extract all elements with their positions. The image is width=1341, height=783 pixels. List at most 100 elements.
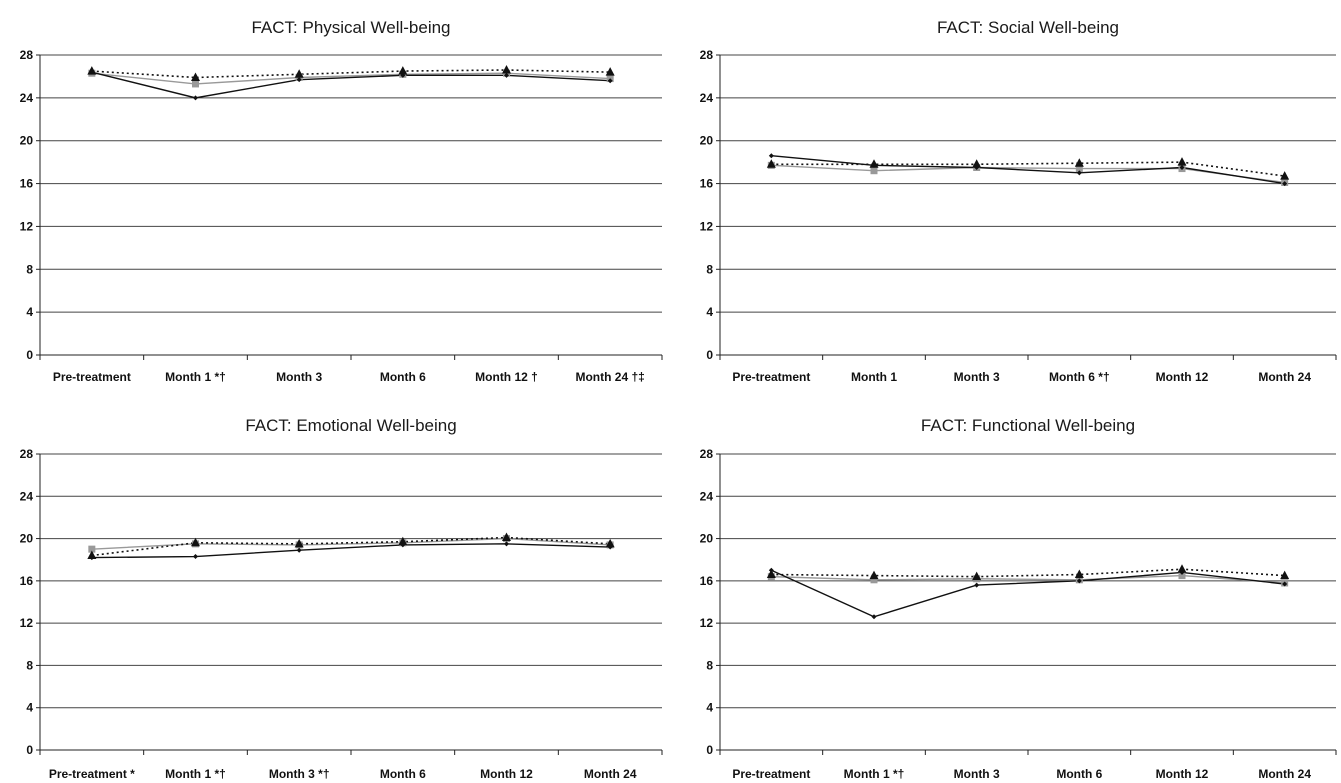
x-tick-label: Month 24 xyxy=(1258,370,1311,384)
data-point-triangle xyxy=(398,66,408,75)
y-tick-label: 28 xyxy=(700,447,714,461)
data-point-triangle xyxy=(398,536,408,546)
data-point-triangle xyxy=(605,538,615,548)
chart-title: FACT: Social Well-being xyxy=(937,18,1119,37)
data-point-triangle xyxy=(502,65,511,74)
data-point-diamond xyxy=(1076,170,1082,176)
x-tick-label: Month 6 *† xyxy=(1049,370,1110,384)
y-tick-label: 8 xyxy=(706,262,713,276)
data-point-triangle xyxy=(502,532,511,542)
series-line-square xyxy=(91,72,611,85)
series-line-square xyxy=(771,574,1285,584)
y-tick-label: 8 xyxy=(26,658,33,672)
y-tick-label: 12 xyxy=(20,616,34,630)
series-line-triangle xyxy=(91,69,611,79)
y-tick-label: 16 xyxy=(20,574,34,588)
x-tick-label: Month 12 xyxy=(1156,767,1209,781)
x-tick-label: Pre-treatment xyxy=(732,370,810,384)
y-tick-label: 24 xyxy=(700,91,714,105)
data-point-square xyxy=(192,80,199,88)
y-tick-label: 28 xyxy=(20,447,34,461)
y-tick-label: 4 xyxy=(26,305,33,319)
chart-panel-emotional: FACT: Emotional Well-being 0 4 8 12 16 20 24 28 P… xyxy=(0,392,670,783)
data-point-triangle xyxy=(1074,569,1084,579)
data-point-square xyxy=(1075,165,1083,173)
data-point-diamond xyxy=(296,547,302,553)
x-tick-label: Month 6 xyxy=(1056,767,1102,781)
data-point-triangle xyxy=(972,159,982,168)
data-point-square xyxy=(1178,572,1186,580)
y-tick-label: 0 xyxy=(26,348,33,362)
chart-functional-well-being: FACT: Functional Well-being 0 4 8 12 16 20 24 28… xyxy=(700,416,1337,781)
data-point-diamond xyxy=(504,541,509,547)
y-tick-label: 24 xyxy=(700,489,714,503)
data-point-triangle xyxy=(294,69,304,78)
chart-title: FACT: Emotional Well-being xyxy=(245,416,456,435)
data-point-triangle xyxy=(87,550,97,559)
data-point-triangle xyxy=(766,569,776,579)
data-point-triangle xyxy=(605,67,615,76)
y-tick-label: 12 xyxy=(20,219,34,233)
data-point-triangle xyxy=(1280,171,1290,180)
y-tick-label: 8 xyxy=(26,262,33,276)
data-point-triangle xyxy=(87,66,97,75)
y-tick-label: 4 xyxy=(706,701,713,715)
x-tick-label: Pre-treatment xyxy=(732,767,810,781)
x-tick-label: Month 3 xyxy=(276,370,322,384)
data-point-diamond xyxy=(1282,581,1288,587)
data-point-diamond xyxy=(504,72,509,78)
data-point-triangle xyxy=(869,570,879,580)
y-tick-label: 20 xyxy=(700,532,714,546)
chart-physical-well-being: FACT: Physical Well-being 0 4 8 12 16 20 24 28 Pr… xyxy=(20,18,663,384)
data-point-triangle xyxy=(1177,564,1187,573)
x-tick-label: Month 1 *† xyxy=(844,767,905,781)
x-tick-label: Month 24 xyxy=(584,767,637,781)
y-tick-label: 28 xyxy=(700,48,714,62)
x-tick-label: Month 6 xyxy=(380,370,426,384)
series-line-triangle xyxy=(771,568,1285,578)
series-line-square xyxy=(91,537,611,550)
y-tick-label: 16 xyxy=(700,177,714,191)
data-point-diamond xyxy=(193,95,198,101)
data-point-triangle xyxy=(972,571,982,581)
data-point-diamond xyxy=(193,554,198,560)
data-point-diamond xyxy=(1282,181,1288,187)
x-tick-label: Month 6 xyxy=(380,767,426,781)
y-tick-label: 12 xyxy=(700,616,714,630)
x-tick-label: Month 24 xyxy=(1258,767,1311,781)
data-point-triangle xyxy=(294,538,304,548)
chart-panel-social: FACT: Social Well-being 0 4 8 12 16 20 24 28 Pre-… xyxy=(670,0,1340,391)
y-tick-label: 8 xyxy=(706,658,713,672)
y-tick-label: 12 xyxy=(700,219,714,233)
y-tick-label: 24 xyxy=(20,91,34,105)
y-tick-label: 16 xyxy=(700,574,714,588)
y-tick-label: 0 xyxy=(706,743,713,757)
series-line-triangle xyxy=(771,161,1285,177)
data-point-diamond xyxy=(607,78,613,84)
data-point-diamond xyxy=(1076,578,1082,584)
x-tick-label: Month 24 †‡ xyxy=(575,370,644,384)
y-tick-label: 24 xyxy=(20,489,34,503)
series-line-square xyxy=(771,164,1285,184)
y-tick-label: 20 xyxy=(700,134,714,148)
x-tick-label: Month 12 xyxy=(480,767,533,781)
data-point-diamond xyxy=(1179,165,1185,170)
x-tick-label: Month 1 xyxy=(851,370,897,384)
data-point-square xyxy=(870,167,878,175)
chart-title: FACT: Physical Well-being xyxy=(251,18,450,37)
series-line-diamond xyxy=(91,543,611,559)
x-tick-label: Month 3 *† xyxy=(269,767,330,781)
y-tick-label: 4 xyxy=(26,701,33,715)
x-tick-label: Month 3 xyxy=(954,370,1000,384)
chart-title: FACT: Functional Well-being xyxy=(921,416,1135,435)
data-point-triangle xyxy=(191,72,200,81)
y-tick-label: 0 xyxy=(706,348,713,362)
x-tick-label: Month 1 *† xyxy=(165,370,226,384)
chart-emotional-well-being: FACT: Emotional Well-being 0 4 8 12 16 20 24 28 P… xyxy=(20,416,663,781)
data-point-triangle xyxy=(1177,157,1187,166)
series-line-diamond xyxy=(91,71,611,99)
data-point-triangle xyxy=(1074,158,1084,167)
data-point-triangle xyxy=(869,159,879,168)
data-point-triangle xyxy=(1280,570,1290,580)
series-line-diamond xyxy=(771,569,1285,618)
